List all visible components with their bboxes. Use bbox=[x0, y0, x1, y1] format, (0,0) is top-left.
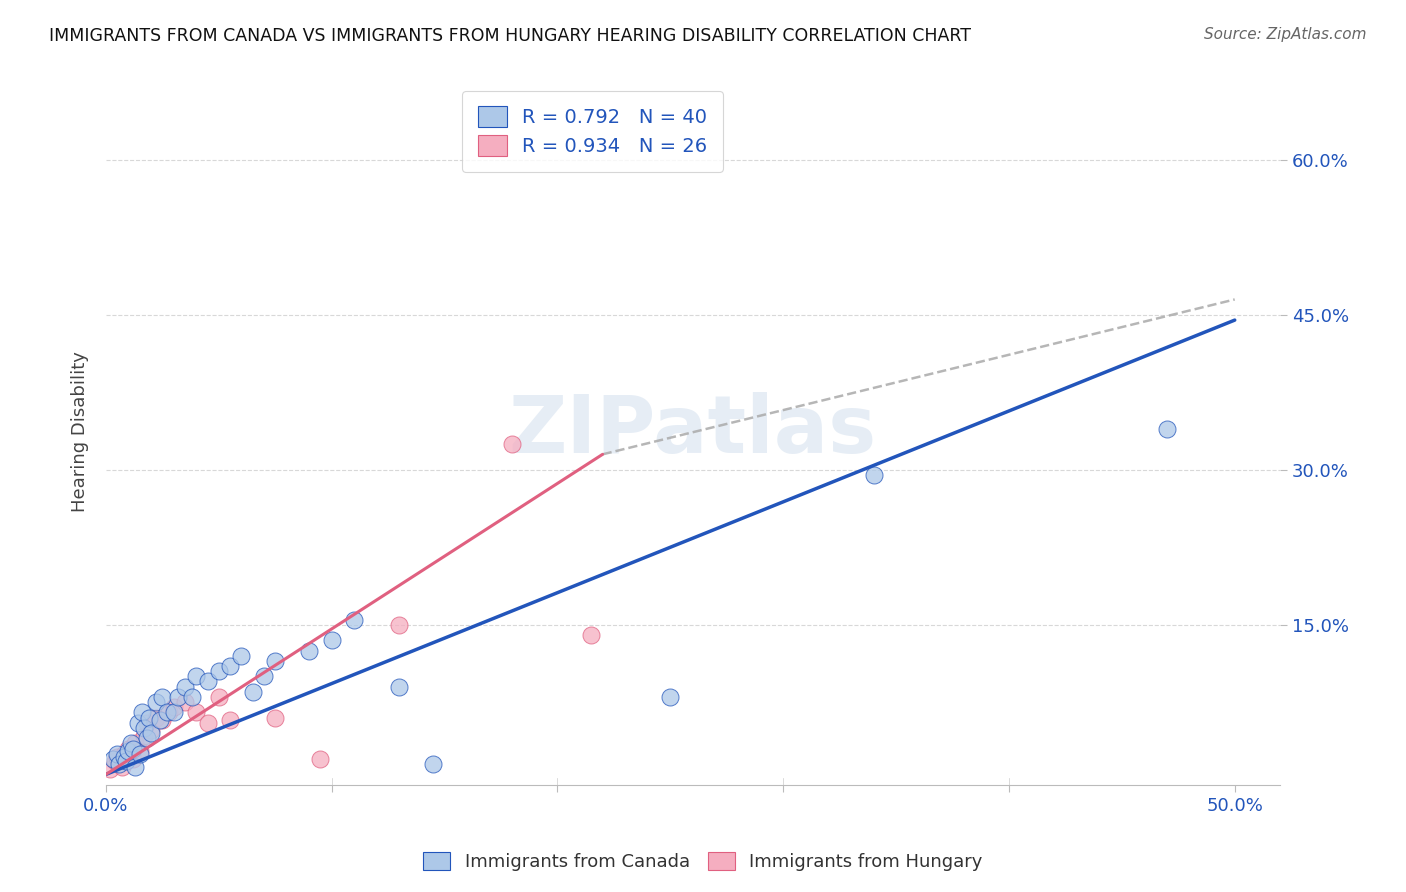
Text: ZIPatlas: ZIPatlas bbox=[509, 392, 877, 470]
Point bbox=[112, 750, 135, 764]
Point bbox=[139, 723, 162, 737]
Point bbox=[122, 752, 145, 766]
Point bbox=[180, 690, 202, 704]
Point bbox=[150, 713, 173, 727]
Point bbox=[124, 760, 146, 774]
Text: IMMIGRANTS FROM CANADA VS IMMIGRANTS FROM HUNGARY HEARING DISABILITY CORRELATION: IMMIGRANTS FROM CANADA VS IMMIGRANTS FRO… bbox=[49, 27, 972, 45]
Point bbox=[149, 713, 172, 727]
Point bbox=[422, 757, 444, 772]
Y-axis label: Hearing Disability: Hearing Disability bbox=[72, 351, 89, 511]
Point bbox=[120, 736, 142, 750]
Point bbox=[197, 674, 219, 689]
Point bbox=[264, 654, 287, 668]
Point bbox=[174, 680, 197, 694]
Point bbox=[117, 744, 139, 758]
Legend: R = 0.792   N = 40, R = 0.934   N = 26: R = 0.792 N = 40, R = 0.934 N = 26 bbox=[463, 91, 723, 172]
Point bbox=[104, 754, 127, 768]
Point bbox=[388, 680, 411, 694]
Point bbox=[197, 715, 219, 730]
Point bbox=[162, 706, 184, 720]
Point bbox=[167, 690, 190, 704]
Point bbox=[131, 706, 153, 720]
Point bbox=[128, 744, 150, 758]
Point bbox=[134, 729, 156, 743]
Point bbox=[135, 715, 157, 730]
Point bbox=[208, 690, 231, 704]
Point bbox=[150, 690, 173, 704]
Point bbox=[231, 648, 253, 663]
Point bbox=[253, 669, 276, 683]
Point bbox=[264, 711, 287, 725]
Point bbox=[135, 731, 157, 746]
Point bbox=[145, 711, 167, 725]
Legend: Immigrants from Canada, Immigrants from Hungary: Immigrants from Canada, Immigrants from … bbox=[416, 845, 990, 879]
Point bbox=[122, 741, 145, 756]
Point bbox=[157, 706, 180, 720]
Text: Source: ZipAtlas.com: Source: ZipAtlas.com bbox=[1204, 27, 1367, 42]
Point bbox=[156, 706, 179, 720]
Point bbox=[388, 617, 411, 632]
Point bbox=[208, 664, 231, 678]
Point bbox=[127, 715, 149, 730]
Point bbox=[186, 706, 208, 720]
Point bbox=[111, 760, 134, 774]
Point bbox=[108, 757, 131, 772]
Point bbox=[101, 752, 124, 766]
Point bbox=[242, 685, 264, 699]
Point bbox=[343, 613, 366, 627]
Point bbox=[309, 752, 332, 766]
Point bbox=[162, 700, 184, 714]
Point bbox=[138, 711, 160, 725]
Point bbox=[139, 726, 162, 740]
Point bbox=[128, 747, 150, 761]
Point bbox=[321, 633, 343, 648]
Point bbox=[117, 741, 139, 756]
Point bbox=[174, 695, 197, 709]
Point bbox=[1156, 421, 1178, 435]
Point bbox=[659, 690, 682, 704]
Point bbox=[581, 628, 603, 642]
Point bbox=[105, 750, 128, 764]
Point bbox=[186, 669, 208, 683]
Point bbox=[124, 736, 146, 750]
Point bbox=[862, 467, 884, 482]
Point bbox=[100, 762, 122, 776]
Point bbox=[105, 747, 128, 761]
Point bbox=[219, 659, 242, 673]
Point bbox=[501, 437, 523, 451]
Point bbox=[134, 721, 156, 735]
Point bbox=[298, 643, 321, 657]
Point bbox=[112, 747, 135, 761]
Point bbox=[145, 695, 167, 709]
Point bbox=[115, 754, 138, 768]
Point bbox=[219, 713, 242, 727]
